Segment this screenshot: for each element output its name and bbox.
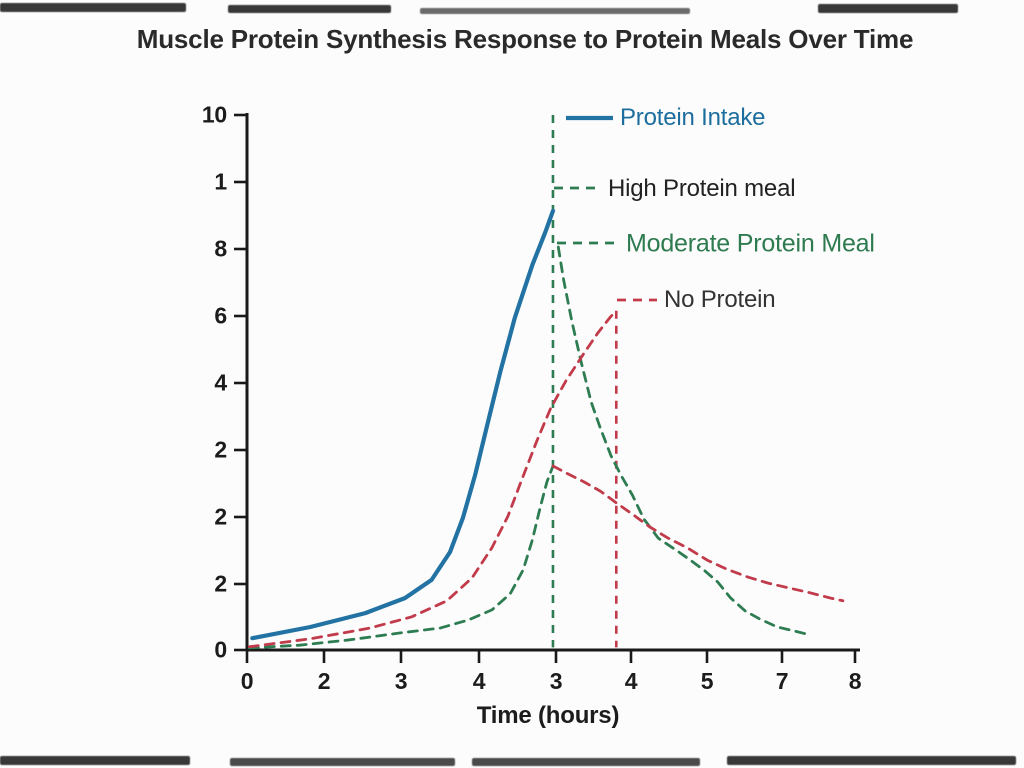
- top-edge-artifact: [420, 8, 690, 14]
- y-tick-label: 10: [201, 101, 227, 128]
- y-tick-label: 2: [214, 436, 227, 463]
- top-edge-artifact: [0, 3, 186, 12]
- bottom-edge-artifact: [230, 758, 455, 766]
- y-tick-label: 4: [214, 369, 227, 396]
- x-tick-label: 3: [549, 668, 563, 694]
- series-protein-intake: [250, 208, 556, 641]
- chart-title: Muscle Protein Synthesis Response to Pro…: [136, 24, 914, 54]
- x-tick-label: 2: [317, 668, 331, 694]
- y-tick-label: 2: [214, 503, 227, 530]
- x-tick-label: 5: [700, 668, 714, 694]
- y-tick-label: 0: [214, 636, 227, 663]
- series-moderate-protein-meal-rising-green-: [247, 464, 555, 650]
- y-tick-label: 8: [214, 235, 227, 262]
- legend-label-no-protein: No Protein: [664, 286, 776, 313]
- series-no-protein-rising-red-: [247, 309, 618, 649]
- top-edge-artifact: [228, 5, 391, 13]
- legend-label-protein-intake: Protein Intake: [620, 104, 766, 131]
- legend-label-high-protein-meal: High Protein meal: [608, 175, 796, 202]
- x-tick-label: 8: [848, 668, 862, 694]
- y-tick-label: 6: [214, 302, 227, 329]
- bottom-edge-artifact: [0, 756, 190, 765]
- series-no-protein-falling-red-: [551, 464, 845, 603]
- x-tick-label: 4: [472, 668, 486, 694]
- legend-label-moderate-protein-meal: Moderate Protein Meal: [626, 229, 875, 258]
- bottom-edge-artifact: [727, 756, 1016, 765]
- x-axis-title: Time (hours): [476, 702, 620, 729]
- x-tick-label: 0: [240, 668, 254, 694]
- bottom-edge-artifact: [472, 758, 700, 766]
- x-tick-label: 7: [775, 668, 789, 694]
- y-tick-label: 2: [214, 570, 227, 597]
- x-tick-label: 3: [394, 668, 408, 694]
- series-high-protein-meal-falling-green-: [556, 245, 808, 636]
- y-tick-label: 1: [214, 168, 227, 195]
- x-tick-label: 4: [624, 668, 638, 694]
- top-edge-artifact: [818, 4, 958, 13]
